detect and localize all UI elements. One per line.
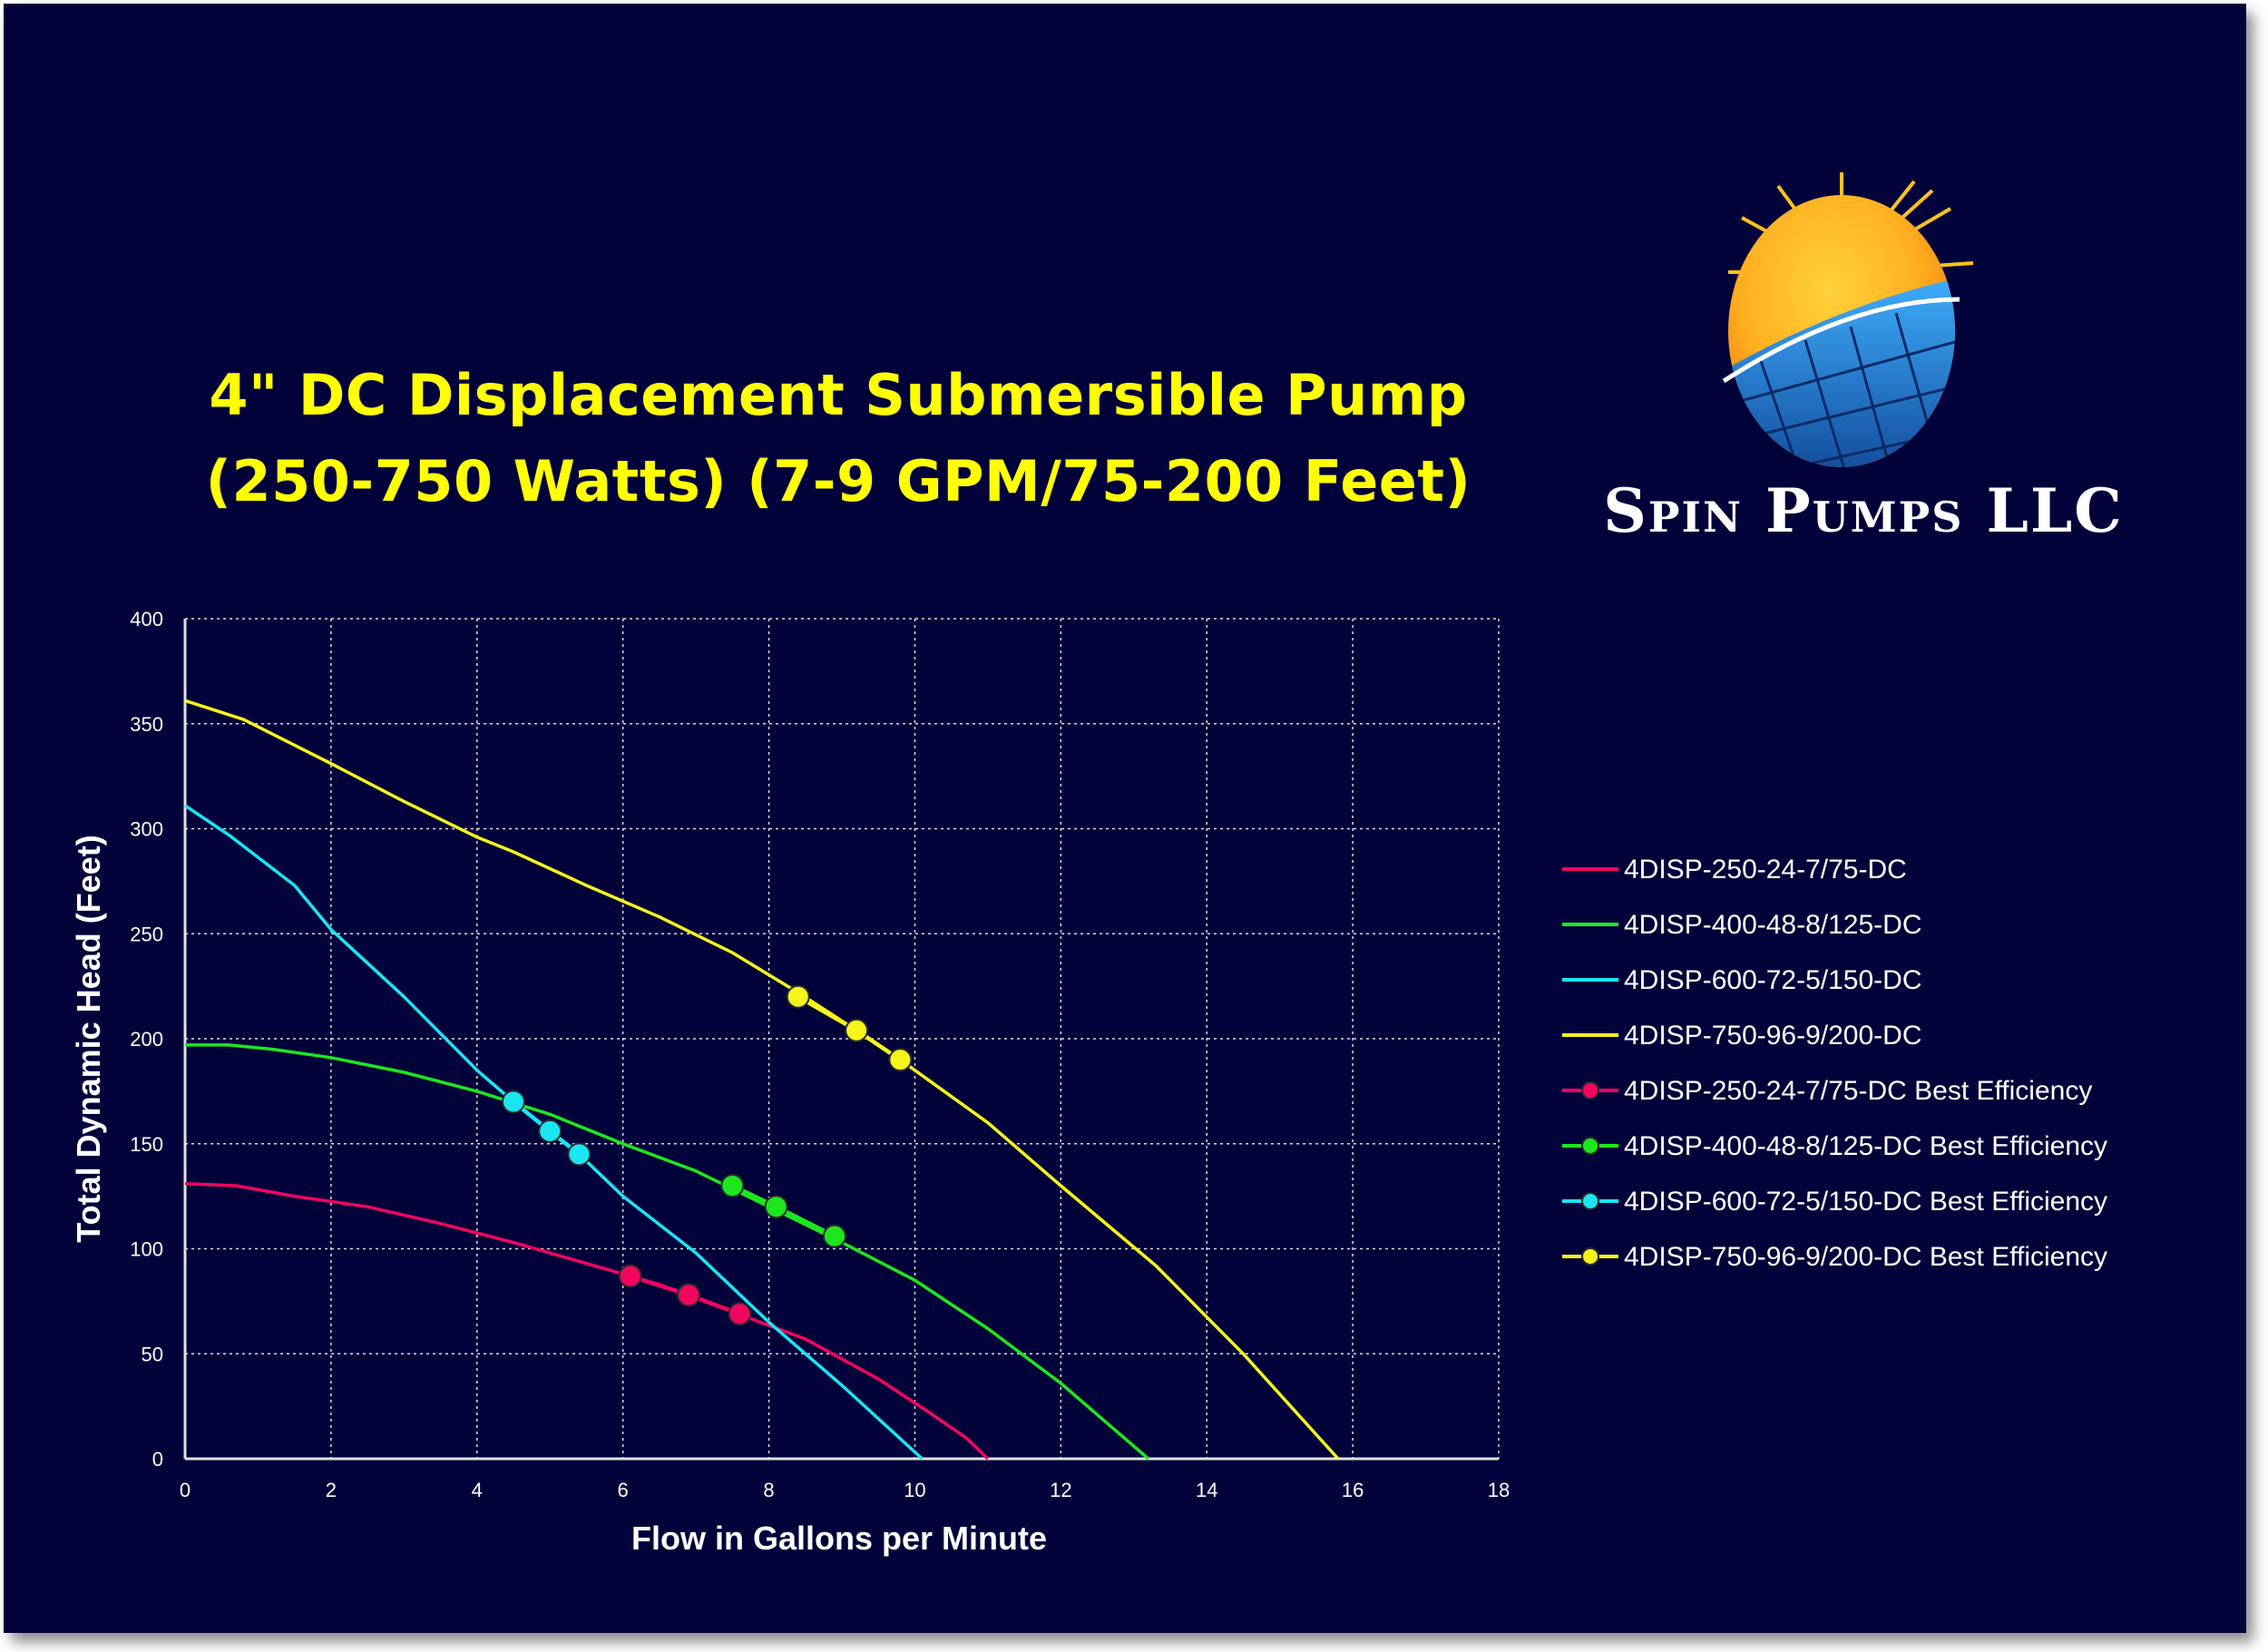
series-lines — [184, 699, 1340, 1461]
legend-label: 4DISP-750-96-9/200-DC — [1624, 1021, 1922, 1051]
legend: 4DISP-250-24-7/75-DC 4DISP-400-48-8/125-D… — [1562, 855, 2107, 1272]
y-tick-label: 350 — [130, 713, 163, 736]
y-axis-title: Total Dynamic Head (Feet) — [70, 835, 107, 1242]
legend-label: 4DISP-400-48-8/125-DC — [1624, 910, 1922, 940]
tick-labels: 0 2 4 6 8 10 12 14 16 18 0 50 100 150 200 250 300 350 400 — [130, 608, 1510, 1501]
series-markers — [502, 984, 913, 1326]
y-tick-label: 50 — [142, 1343, 163, 1365]
legend-swatch-marker — [1581, 1081, 1599, 1100]
series-line-3 — [184, 699, 1340, 1461]
brand-name: Spin Pumps LLC — [1546, 475, 2181, 546]
x-tick-label: 4 — [472, 1479, 483, 1501]
legend-swatch-marker — [1581, 1192, 1599, 1210]
x-tick-label: 6 — [618, 1479, 629, 1501]
legend-label: 4DISP-600-72-5/150-DC Best Efficiency — [1624, 1187, 2107, 1217]
series-line-1 — [185, 1043, 1150, 1461]
best-efficiency-point — [677, 1283, 701, 1307]
chart-title-line-2: (250-750 Watts) (7-9 GPM/75-200 Feet) — [205, 448, 1471, 514]
x-tick-label: 8 — [763, 1479, 774, 1501]
y-tick-label: 400 — [130, 608, 163, 630]
best-efficiency-point — [845, 1018, 869, 1042]
x-axis-title: Flow in Gallons per Minute — [631, 1520, 1047, 1557]
y-tick-label: 100 — [130, 1238, 163, 1261]
best-efficiency-point — [538, 1119, 562, 1143]
y-tick-label: 150 — [130, 1133, 163, 1156]
x-tick-label: 0 — [180, 1479, 191, 1501]
y-tick-label: 250 — [130, 923, 163, 945]
best-efficiency-point — [822, 1224, 846, 1248]
legend-swatch-marker — [1581, 1137, 1599, 1155]
x-tick-label: 16 — [1342, 1479, 1364, 1501]
legend-swatch-marker — [1581, 1247, 1599, 1266]
best-efficiency-point — [502, 1090, 525, 1114]
best-efficiency-point — [728, 1302, 752, 1326]
best-efficiency-point — [764, 1195, 788, 1219]
grid-lines — [185, 618, 1500, 1459]
y-tick-label: 300 — [130, 818, 163, 841]
best-efficiency-point — [618, 1264, 642, 1288]
best-efficiency-point — [786, 984, 810, 1009]
sun-solar-panel-logo — [1722, 172, 1974, 467]
legend-label: 4DISP-400-48-8/125-DC Best Efficiency — [1624, 1131, 2107, 1161]
legend-label: 4DISP-600-72-5/150-DC — [1624, 965, 1922, 995]
x-tick-label: 18 — [1488, 1479, 1510, 1501]
chart-title-line-1: 4" DC Displacement Submersible Pump — [209, 362, 1468, 428]
best-efficiency-point — [567, 1142, 591, 1167]
best-efficiency-point — [720, 1174, 745, 1198]
series-line-0 — [184, 1181, 990, 1461]
x-tick-label: 12 — [1050, 1479, 1071, 1501]
best-efficiency-point — [888, 1048, 913, 1072]
x-tick-label: 10 — [904, 1479, 925, 1501]
legend-label: 4DISP-250-24-7/75-DC — [1624, 855, 1907, 885]
legend-label: 4DISP-250-24-7/75-DC Best Efficiency — [1624, 1076, 2092, 1106]
x-tick-label: 2 — [326, 1479, 337, 1501]
brand-name-text: Spin Pumps LLC — [1603, 475, 2124, 546]
y-tick-label: 200 — [130, 1028, 163, 1051]
x-tick-label: 14 — [1196, 1479, 1217, 1501]
y-tick-label: 0 — [152, 1448, 163, 1471]
axes — [183, 619, 1499, 1461]
legend-label: 4DISP-750-96-9/200-DC Best Efficiency — [1624, 1242, 2107, 1272]
